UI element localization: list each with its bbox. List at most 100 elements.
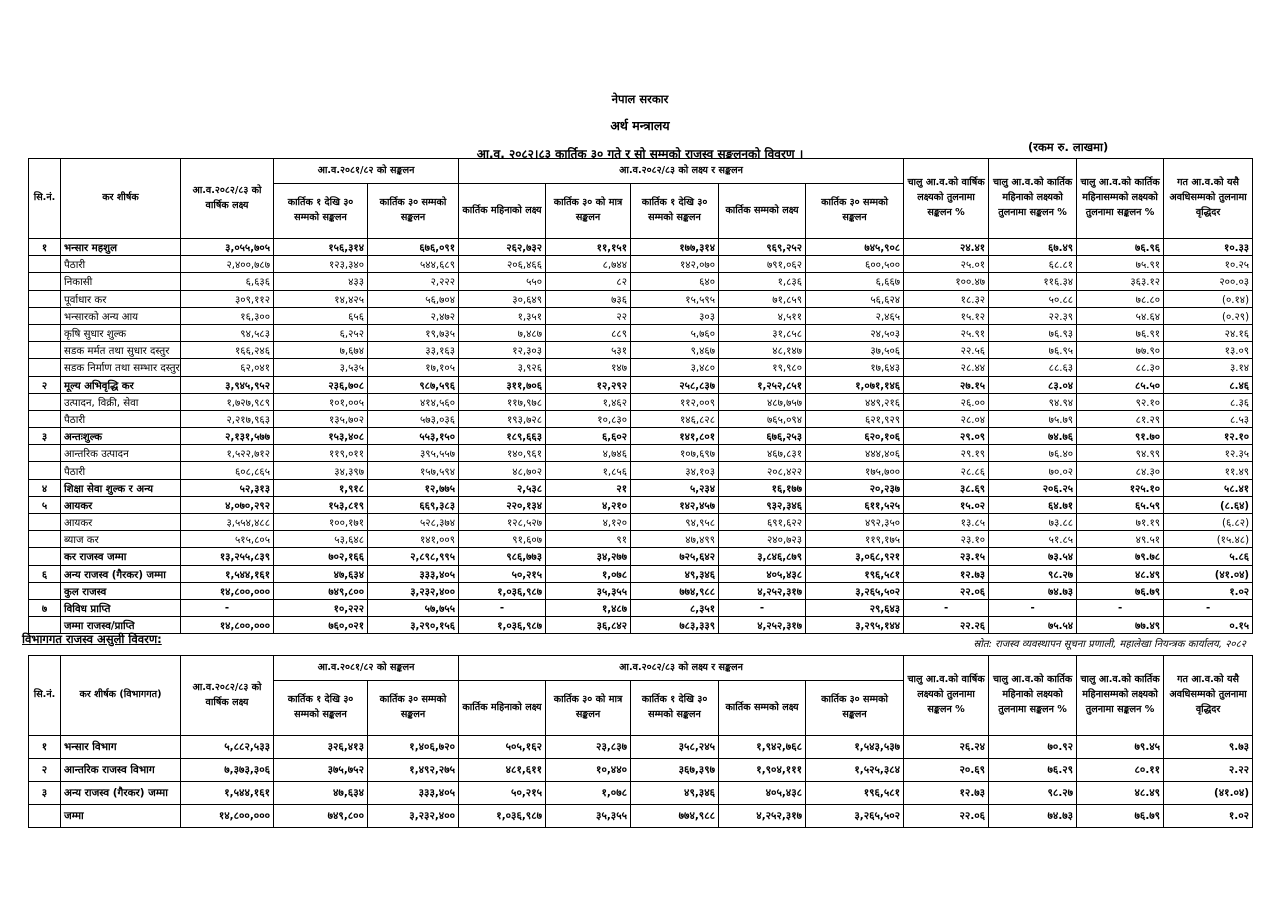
value-cell: १,५४४,१६१ xyxy=(180,564,274,583)
value-cell: ४३३ xyxy=(273,272,368,291)
value-cell: १५३,८१९ xyxy=(273,495,368,515)
value-cell: ७४५,९०८ xyxy=(805,237,905,257)
value-cell: ५४.६४ xyxy=(1076,306,1165,325)
value-cell: १,४९२,२७५ xyxy=(366,758,460,782)
table-row: सडक निर्माण तथा सम्भार दस्तुर ६२,०४१ ३,५३५… xyxy=(28,358,1254,377)
serial-cell: ६ xyxy=(28,564,61,583)
value-cell: ८.३६ xyxy=(1163,392,1254,411)
value-cell: २,५३८ xyxy=(458,478,547,497)
col-header-growth-rate: गत आ.व.को यसै अवधिसम्मको तुलनामा वृद्धिद… xyxy=(1163,655,1254,736)
value-cell: ४८,१४७ xyxy=(718,341,807,360)
value-cell: २३,८३७ xyxy=(545,735,632,759)
table-row: पैठारी २,४००,७८७ १२३,३४० ५४४,६८९ २०६,४६६ ८,७४… xyxy=(28,255,1254,274)
col-header-pct-month: चालु आ.व.को कार्तिक महिनाको लक्ष्यको तुल… xyxy=(988,158,1078,239)
value-cell: ३,५५४,४८८ xyxy=(180,512,274,532)
value-cell: ९.७३ xyxy=(1163,735,1254,759)
value-cell: ११६.३४ xyxy=(988,272,1078,291)
value-cell: ३६७,३९७ xyxy=(630,758,720,782)
value-cell: १९६,५८१ xyxy=(805,564,905,583)
tax-head-cell: जम्मा xyxy=(60,804,181,828)
table-row: २ मूल्य अभिवृद्धि कर ३,९४५,९५२ २३६,७०८ ९८७,५… xyxy=(28,375,1254,394)
value-cell: ३,८४६,८७९ xyxy=(718,547,807,566)
tax-head-cell: पैठारी xyxy=(60,255,181,274)
value-cell: १५३,४०८ xyxy=(273,427,368,446)
tax-head-cell: भन्सार महशुल xyxy=(60,237,181,257)
col-header-pct-annual: चालु आ.व.को वार्षिक लक्ष्यको तुलनामा सङ्… xyxy=(903,655,990,736)
value-cell: २२०,१३४ xyxy=(458,495,547,515)
value-cell: ३,५३५ xyxy=(273,358,368,377)
value-cell: ६९१,६२२ xyxy=(718,512,807,532)
value-cell: ९१ xyxy=(545,530,632,549)
col-header-cur-k1-30: कार्तिक १ देखि ३० सम्मको सङ्कलन xyxy=(630,183,720,239)
tax-head-cell: विविध प्राप्ति xyxy=(60,598,181,618)
value-cell: ७५.५४ xyxy=(988,616,1078,635)
value-cell: १०.३३ xyxy=(1163,237,1254,257)
value-cell: ७७.४९ xyxy=(1076,616,1165,635)
value-cell: ७६.९३ xyxy=(988,323,1078,343)
value-cell: ९१,६०७ xyxy=(458,530,547,549)
value-cell: २८.८६ xyxy=(903,461,990,480)
value-cell: ३,४८० xyxy=(630,358,720,377)
value-cell: २०,२३७ xyxy=(805,478,905,497)
value-cell: १४७ xyxy=(545,358,632,377)
serial-cell xyxy=(28,547,61,566)
value-cell: ५६,६२४ xyxy=(805,289,905,308)
value-cell: २३६,७०८ xyxy=(273,375,368,394)
value-cell: ३९५,५५७ xyxy=(366,444,460,463)
value-cell: २२ xyxy=(545,306,632,325)
value-cell: १,०७८ xyxy=(545,781,632,805)
value-cell: ८३.०४ xyxy=(988,375,1078,394)
value-cell: ९१.७० xyxy=(1076,427,1165,446)
value-cell: ७५.७९ xyxy=(988,409,1078,429)
value-cell: ४,२५२,३१७ xyxy=(718,804,807,828)
value-cell: ७६.४० xyxy=(988,444,1078,463)
value-cell: ७६.७९ xyxy=(1076,804,1165,828)
table-row: जम्मा १४,८००,००० ७४९,८०० ३,२३२,४०० १,०३६,९८७… xyxy=(28,804,1254,828)
serial-cell xyxy=(28,272,61,291)
value-cell: ९८.२७ xyxy=(988,564,1078,583)
value-cell: ३११,७०६ xyxy=(458,375,547,394)
value-cell: ५,८८२,५३३ xyxy=(180,735,274,759)
value-cell: २४०,७२३ xyxy=(718,530,807,549)
value-cell: ५२८,३७४ xyxy=(366,512,460,532)
table-row: निकासी ६,६३६ ४३३ २,२२२ ५५० ८२ ६४० १,८३६ ६,६६७ १००… xyxy=(28,272,1254,291)
table-row: कृषि सुधार शुल्क ९४,५८३ ६,२५२ १९,७३५ ७,४८७ ८८… xyxy=(28,323,1254,343)
value-cell: ३६,८४२ xyxy=(545,616,632,635)
value-cell: १५.१२ xyxy=(903,306,990,325)
value-cell: ७४९,८०० xyxy=(273,804,368,828)
serial-cell xyxy=(28,581,61,600)
value-cell: १२.१० xyxy=(1163,427,1254,446)
value-cell: ८२ xyxy=(545,272,632,291)
value-cell: ५८.४१ xyxy=(1163,478,1254,497)
value-cell: ७६०,०२१ xyxy=(273,616,368,635)
value-cell: २४.४१ xyxy=(903,237,990,257)
value-cell: १९६,५८१ xyxy=(805,781,905,805)
value-cell: २६.२४ xyxy=(903,735,990,759)
tax-head-cell: आन्तरिक राजस्व विभाग xyxy=(60,758,181,782)
value-cell: ७३.५४ xyxy=(988,547,1078,566)
col-header-cur-k30-cum: कार्तिक ३० सम्मको सङ्कलन xyxy=(805,183,905,239)
value-cell: (४१.०४) xyxy=(1163,564,1254,583)
value-cell: ७४.७३ xyxy=(988,804,1078,828)
value-cell: ६,२५२ xyxy=(273,323,368,343)
value-cell: १६,१७७ xyxy=(718,478,807,497)
value-cell: ६००,५०० xyxy=(805,255,905,274)
value-cell: ११.४९ xyxy=(1163,461,1254,480)
table-row: सडक मर्मत तथा सुधार दस्तुर १६६,२४६ ७,६७४ ३३… xyxy=(28,341,1254,360)
value-cell: २०.६९ xyxy=(903,758,990,782)
value-cell: १२५.१० xyxy=(1076,478,1165,497)
value-cell: २९.१९ xyxy=(903,444,990,463)
value-cell: ३४,१०३ xyxy=(630,461,720,480)
value-cell: ३५,३५५ xyxy=(545,581,632,600)
value-cell: २०८,४२२ xyxy=(718,461,807,480)
col-header-prev-k30-cum: कार्तिक ३० सम्मको सङ्कलन xyxy=(366,680,460,736)
value-cell: ४६७,८३१ xyxy=(718,444,807,463)
value-cell: (१५.४८) xyxy=(1163,530,1254,549)
value-cell: ५१५,८०५ xyxy=(180,530,274,549)
tax-head-cell: सडक मर्मत तथा सुधार दस्तुर xyxy=(60,341,181,360)
value-cell: - xyxy=(180,598,274,618)
table-row: ४ शिक्षा सेवा शुल्क र अन्य ५२,३१३ १,९१८ १२,७… xyxy=(28,478,1254,497)
value-cell: ५५० xyxy=(458,272,547,291)
value-cell: ४८,७०२ xyxy=(458,461,547,480)
